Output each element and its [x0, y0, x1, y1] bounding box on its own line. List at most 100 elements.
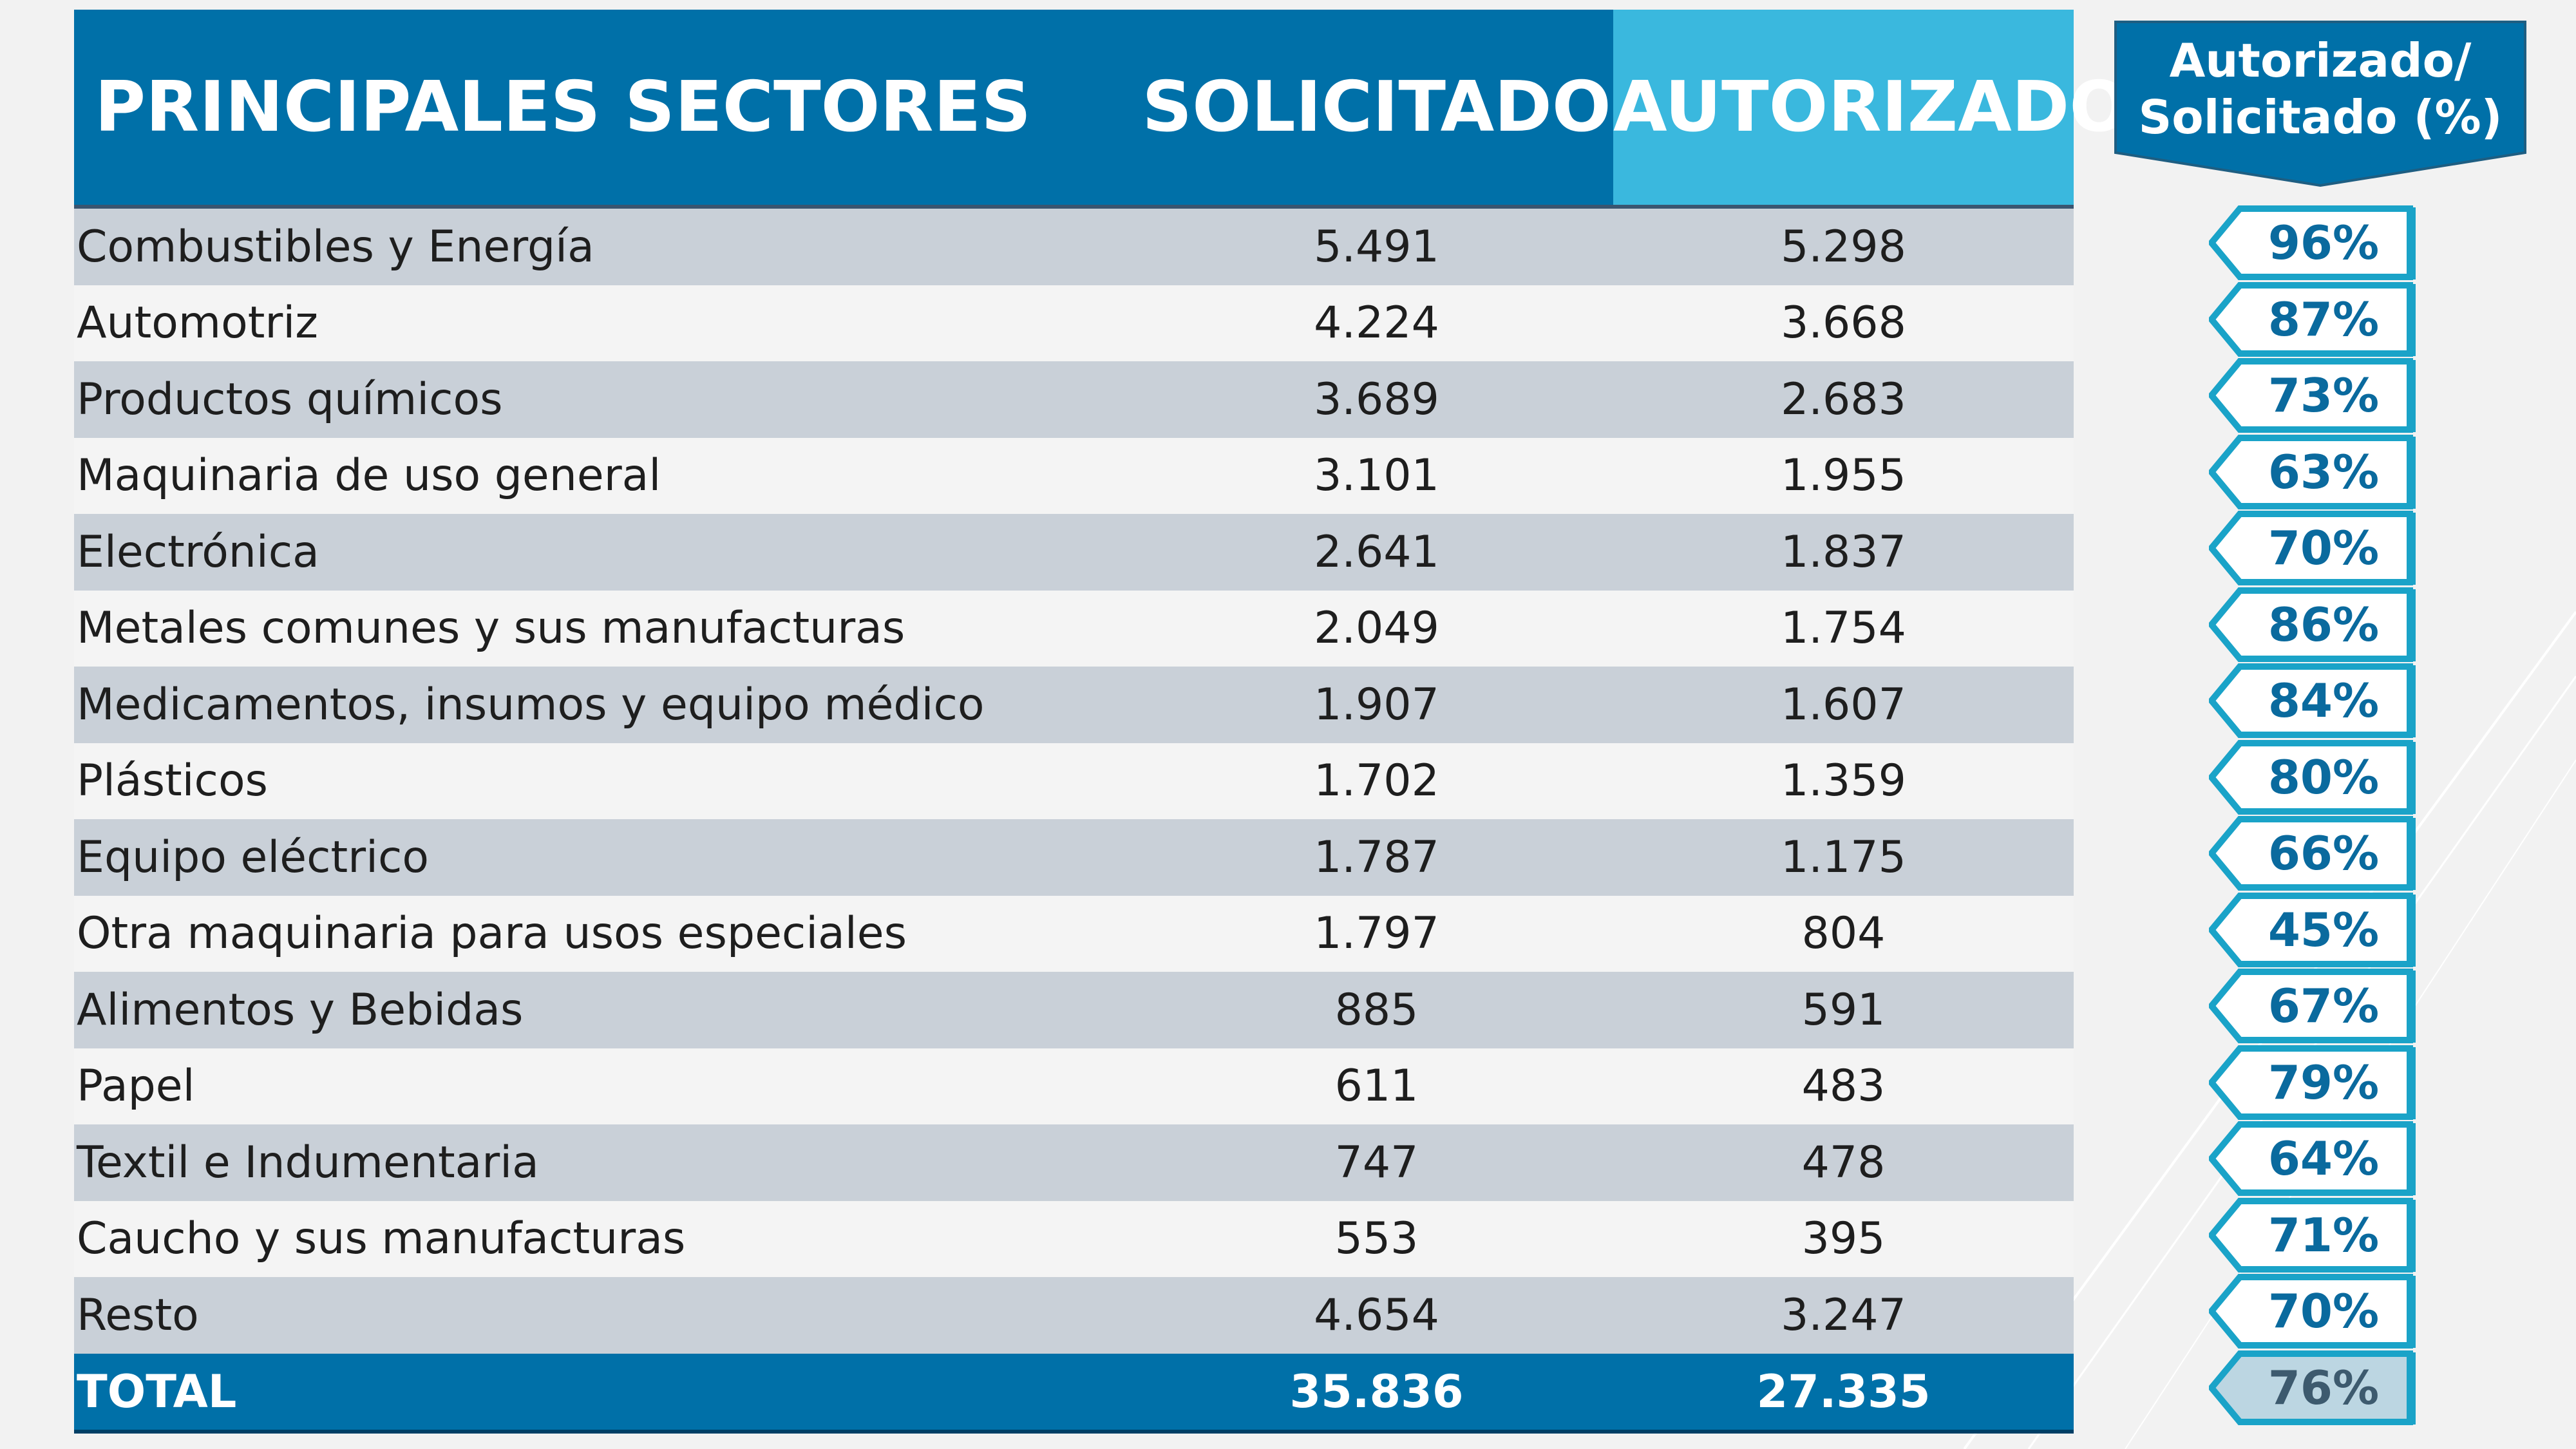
ratio-badge: 70%: [2209, 510, 2421, 586]
ratio-value: 84%: [2268, 674, 2380, 728]
badge-arrow-shape: [2209, 969, 2416, 1043]
requested-value: 1.797: [1140, 895, 1613, 972]
ratio-badge: 71%: [2209, 1197, 2421, 1273]
requested-value: 553: [1140, 1200, 1613, 1277]
table-row: Productos químicos 3.689 2.683: [74, 361, 2074, 438]
sector-name: Productos químicos: [74, 361, 1140, 438]
badge-arrow-shape: [2209, 1197, 2416, 1273]
badge-arrow-shape: [2209, 587, 2416, 662]
ratio-badge: 45%: [2209, 892, 2421, 968]
authorized-value: 1.175: [1613, 819, 2074, 896]
authorized-value: 5.298: [1613, 205, 2074, 285]
requested-value: 2.641: [1140, 514, 1613, 591]
table-header-row: PRINCIPALES SECTORES SOLICITADO AUTORIZA…: [74, 10, 2128, 207]
requested-value: 747: [1140, 1124, 1613, 1201]
requested-value: 1.787: [1140, 819, 1613, 896]
total-ratio-badge: 76%: [2209, 1350, 2421, 1426]
table-row: Plásticos 1.702 1.359: [74, 743, 2074, 819]
authorized-value: 1.607: [1613, 667, 2074, 743]
badge-arrow-shape: [2209, 1121, 2416, 1196]
ratio-value: 87%: [2268, 292, 2380, 346]
requested-value: 3.689: [1140, 361, 1613, 438]
sector-name: Electrónica: [74, 514, 1140, 591]
ratio-value: 45%: [2268, 902, 2380, 957]
requested-value: 611: [1140, 1048, 1613, 1124]
badge-arrow-shape: [2209, 663, 2416, 738]
badge-arrow-shape: [2209, 739, 2416, 815]
badge-arrow-shape: [2209, 1045, 2416, 1120]
ratio-badge: 86%: [2209, 587, 2421, 663]
sector-name: Otra maquinaria para usos especiales: [74, 895, 1140, 972]
ratio-value: 79%: [2268, 1055, 2380, 1110]
table-row: Papel 611 483: [74, 1048, 2074, 1124]
sector-name: Plásticos: [74, 743, 1140, 819]
requested-value: 3.101: [1140, 437, 1613, 514]
sector-name: Alimentos y Bebidas: [74, 972, 1140, 1048]
ratio-header-line2: Solicitado (%): [2138, 90, 2503, 144]
authorized-value: 1.754: [1613, 590, 2074, 667]
ratio-header-line1: Autorizado/: [2169, 33, 2472, 88]
table-row: Textil e Indumentaria 747 478: [74, 1124, 2074, 1201]
ratio-value: 96%: [2268, 216, 2380, 270]
ratio-badge: 63%: [2209, 434, 2421, 510]
authorized-value: 591: [1613, 972, 2074, 1048]
total-requested-value: 35.836: [1140, 1353, 1613, 1434]
ratio-badge: 79%: [2209, 1045, 2421, 1121]
requested-value: 4.654: [1140, 1277, 1613, 1354]
total-authorized-value: 27.335: [1613, 1353, 2074, 1434]
sector-column-header: PRINCIPALES SECTORES: [74, 10, 1140, 207]
total-label: TOTAL: [74, 1353, 1140, 1434]
badge-arrow-shape: [2209, 281, 2416, 357]
sector-name: Resto: [74, 1277, 1140, 1354]
ratio-badge: 87%: [2209, 281, 2421, 357]
authorized-value: 1.955: [1613, 437, 2074, 514]
authorized-value: 1.837: [1613, 514, 2074, 591]
sectors-table: PRINCIPALES SECTORES SOLICITADO AUTORIZA…: [74, 10, 2128, 1434]
table-row: Medicamentos, insumos y equipo médico 1.9…: [74, 667, 2074, 743]
table-row: Resto 4.654 3.247: [74, 1277, 2074, 1354]
authorized-value: 3.668: [1613, 285, 2074, 361]
authorized-value: 483: [1613, 1048, 2074, 1124]
authorized-value: 3.247: [1613, 1277, 2074, 1354]
table-row: Metales comunes y sus manufacturas 2.049 1…: [74, 590, 2074, 667]
requested-value: 5.491: [1140, 205, 1613, 285]
badge-arrow-shape: [2209, 1274, 2416, 1349]
ratio-value: 71%: [2268, 1208, 2380, 1262]
sector-name: Metales comunes y sus manufacturas: [74, 590, 1140, 667]
ratio-value: 86%: [2268, 597, 2380, 652]
ratio-value: 66%: [2268, 826, 2380, 880]
badge-arrow-shape: [2209, 1350, 2416, 1425]
badge-arrow-shape: [2209, 892, 2416, 967]
ratio-badge: 96%: [2209, 205, 2421, 281]
sector-name: Medicamentos, insumos y equipo médico: [74, 667, 1140, 743]
ratio-value: 70%: [2268, 1284, 2380, 1338]
ratio-value: 73%: [2268, 368, 2380, 422]
table-body: Combustibles y Energía 5.491 5.298 Automotr…: [74, 205, 2074, 1434]
requested-value: 885: [1140, 972, 1613, 1048]
table-row: Automotriz 4.224 3.668: [74, 285, 2074, 361]
ratio-value: 67%: [2268, 979, 2380, 1033]
table-row: Maquinaria de uso general 3.101 1.955: [74, 437, 2074, 514]
ratio-badge: 84%: [2209, 663, 2421, 739]
ratio-badge: 64%: [2209, 1121, 2421, 1197]
ratio-value: 80%: [2268, 750, 2380, 804]
table-row: Combustibles y Energía 5.491 5.298: [74, 205, 2074, 285]
authorized-column-header: AUTORIZADO: [1613, 10, 2128, 207]
sector-name: Papel: [74, 1048, 1140, 1124]
badge-arrow-shape: [2209, 816, 2416, 891]
badge-arrow-shape: [2209, 358, 2416, 433]
requested-value: 2.049: [1140, 590, 1613, 667]
requested-column-header: SOLICITADO: [1140, 10, 1613, 207]
requested-value: 1.702: [1140, 743, 1613, 819]
ratio-badge: 67%: [2209, 968, 2421, 1044]
requested-value: 1.907: [1140, 667, 1613, 743]
badge-arrow-shape: [2209, 511, 2416, 585]
ratio-value: 63%: [2268, 444, 2380, 499]
ratio-column-header: Autorizado/ Solicitado (%): [2114, 21, 2526, 187]
ratio-value: 64%: [2268, 1132, 2380, 1186]
sector-name: Automotriz: [74, 285, 1140, 361]
authorized-value: 2.683: [1613, 361, 2074, 438]
ratio-badge: 66%: [2209, 815, 2421, 891]
authorized-value: 478: [1613, 1124, 2074, 1201]
